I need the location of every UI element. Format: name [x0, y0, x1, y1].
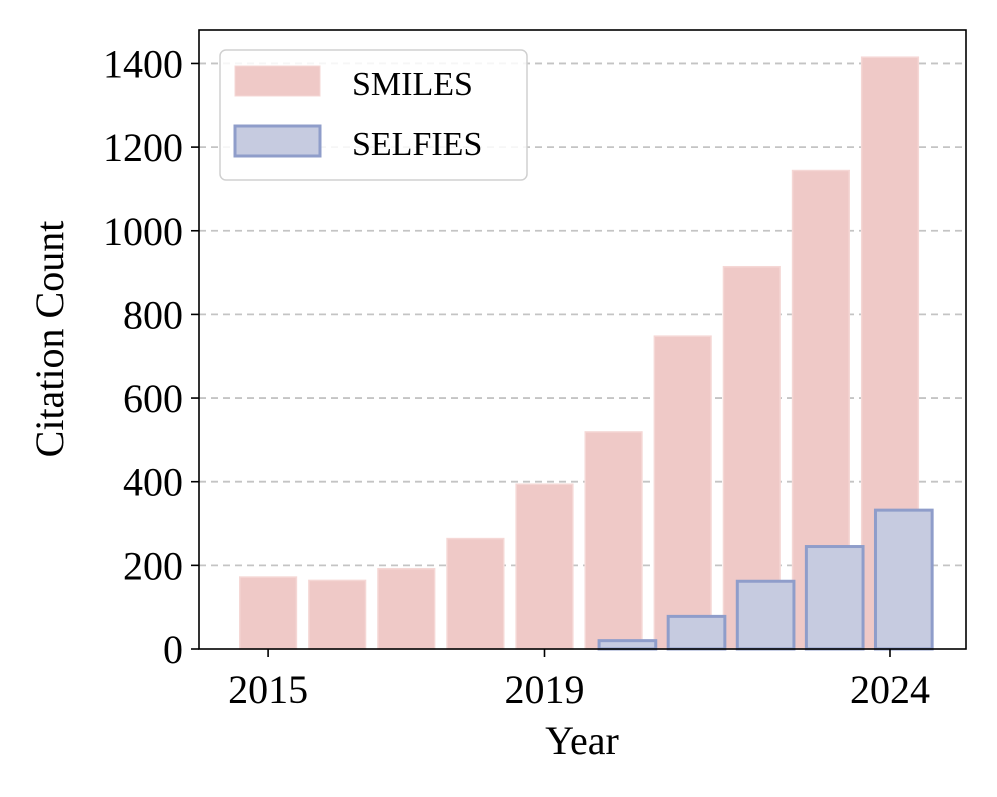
legend: SMILES SELFIES [219, 49, 528, 181]
legend-swatch-selfies [233, 124, 322, 158]
bar-smiles-2020 [584, 431, 643, 650]
x-axis-title: Year [545, 718, 619, 763]
bar-selfies-2020 [597, 639, 658, 651]
x-tick-label-2015: 2015 [228, 667, 308, 712]
x-tick-label-2024: 2024 [850, 667, 930, 712]
y-tick-label-1000: 1000 [103, 209, 183, 254]
y-tick-label-0: 0 [163, 627, 183, 672]
bar-selfies-2023 [804, 545, 865, 651]
plot-frame [198, 29, 967, 650]
y-tick-label-200: 200 [123, 543, 183, 588]
bar-smiles-2018 [446, 537, 505, 650]
bar-selfies-2022 [735, 579, 796, 651]
legend-label-smiles: SMILES [352, 66, 473, 103]
bar-smiles-2021 [653, 335, 712, 650]
y-tick-label-600: 600 [123, 376, 183, 421]
axis-ticks: 0 200 400 600 800 1000 1200 1400 2015 2019 2024 [103, 41, 930, 712]
bar-selfies-2021 [666, 614, 727, 651]
x-tick-label-2019: 2019 [504, 667, 584, 712]
bars [239, 56, 934, 651]
y-tick-label-800: 800 [123, 292, 183, 337]
legend-swatch-smiles [234, 65, 321, 97]
y-tick-label-1200: 1200 [103, 125, 183, 170]
bar-smiles-2019 [515, 483, 574, 650]
y-tick-label-1400: 1400 [103, 41, 183, 86]
legend-label-selfies: SELFIES [352, 126, 482, 163]
y-tick-label-400: 400 [123, 460, 183, 505]
bar-selfies-2024 [873, 508, 934, 651]
y-axis-title: Citation Count [27, 221, 72, 458]
bar-smiles-2017 [377, 567, 436, 650]
bar-smiles-2016 [308, 579, 367, 650]
bar-smiles-2015 [239, 576, 298, 650]
